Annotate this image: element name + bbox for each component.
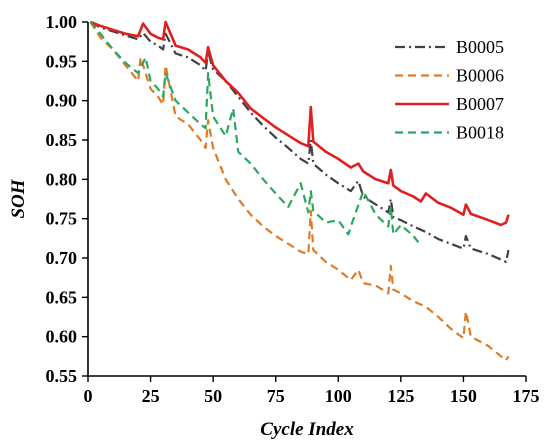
y-tick-label: 0.95 xyxy=(46,51,78,71)
y-tick-label: 0.65 xyxy=(46,287,78,307)
y-axis-title: SOH xyxy=(8,178,29,218)
x-tick-label: 175 xyxy=(513,386,540,406)
x-axis-title: Cycle Index xyxy=(260,419,354,440)
y-tick-label: 0.80 xyxy=(46,169,78,189)
y-tick-label: 0.75 xyxy=(46,209,78,229)
legend-label: B0006 xyxy=(456,66,504,86)
legend-label: B0007 xyxy=(456,94,504,114)
series-line-b0005 xyxy=(89,21,510,263)
x-tick-label: 150 xyxy=(450,386,477,406)
series-line-b0007 xyxy=(90,20,510,227)
x-tick-label: 0 xyxy=(84,386,93,406)
legend: B0005 B0006 B0007 B0018 xyxy=(395,37,504,143)
x-tick-label: 50 xyxy=(204,386,222,406)
legend-label: B0018 xyxy=(456,123,504,143)
axes: 0 25 50 75 100 125 150 175 0.55 0.60 0.65 0.70 0.75… xyxy=(46,12,540,406)
x-ticks: 0 25 50 75 100 125 150 175 xyxy=(84,376,540,406)
y-tick-label: 0.85 xyxy=(46,130,78,150)
x-tick-label: 25 xyxy=(142,386,160,406)
y-tick-label: 0.70 xyxy=(46,248,78,268)
y-tick-label: 0.60 xyxy=(46,327,78,347)
y-tick-label: 0.90 xyxy=(46,91,78,111)
x-tick-label: 75 xyxy=(267,386,285,406)
series-line-b0018 xyxy=(89,21,420,243)
series-lines xyxy=(89,20,510,362)
series-line-b0006 xyxy=(89,21,510,362)
y-ticks: 0.55 0.60 0.65 0.70 0.75 0.80 0.85 0.90 0.95 1.00 xyxy=(46,12,88,386)
x-tick-label: 100 xyxy=(325,386,352,406)
x-tick-label: 125 xyxy=(387,386,414,406)
legend-label: B0005 xyxy=(456,37,504,57)
y-tick-label: 0.55 xyxy=(46,366,78,386)
y-tick-label: 1.00 xyxy=(46,12,78,32)
